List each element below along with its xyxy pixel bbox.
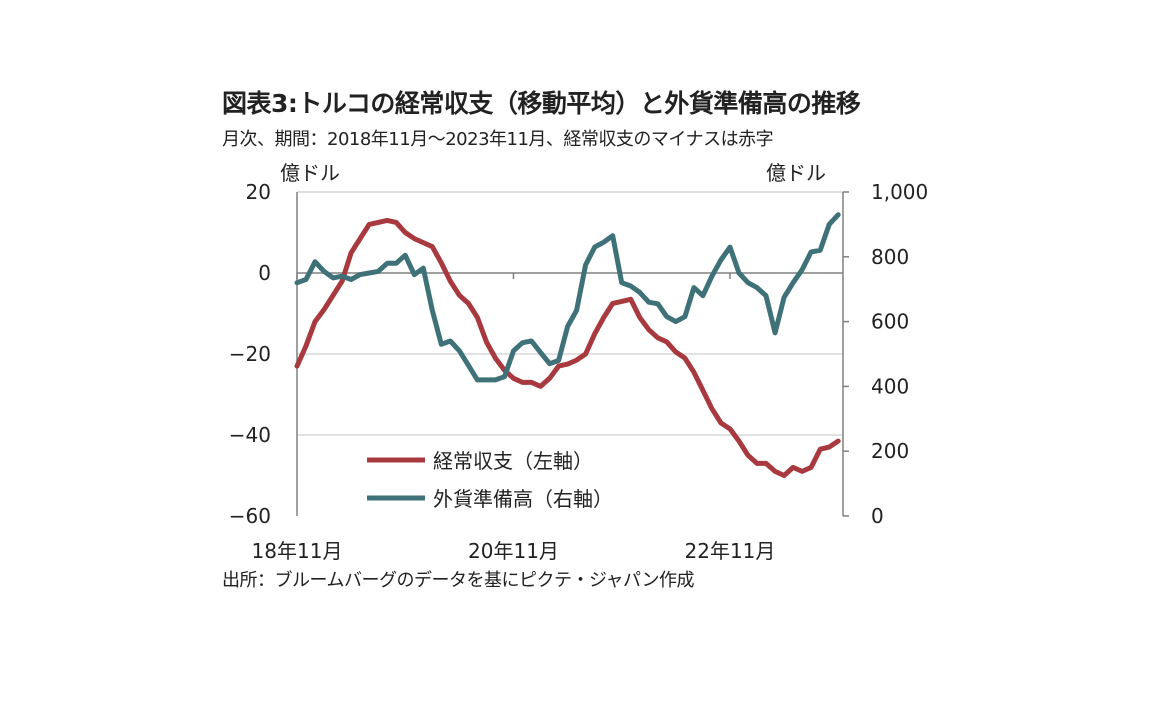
y-right-tick-label: 0 — [871, 504, 884, 528]
left-axis-unit: 億ドル — [280, 161, 340, 185]
series-line-2 — [294, 212, 841, 383]
y-right-tick-label: 1,000 — [871, 180, 928, 204]
chart-subtitle: 月次、期間：2018年11月～2023年11月、経常収支のマイナスは赤字 — [222, 129, 774, 150]
y-left-tick-label: −20 — [229, 342, 271, 366]
y-right-tick-label: 800 — [871, 245, 909, 269]
y-left-tick-label: −40 — [229, 423, 271, 447]
y-right-tick-label: 200 — [871, 439, 909, 463]
y-left-tick-label: −60 — [229, 504, 271, 528]
y-right-tick-label: 400 — [871, 374, 909, 398]
legend-label-2: 外貨準備高（右軸） — [433, 487, 613, 511]
right-axis-unit: 億ドル — [766, 161, 826, 185]
source-note: 出所：ブルームバーグのデータを基にピクテ・ジャパン作成 — [222, 570, 694, 591]
x-tick-label: 18年11月 — [252, 539, 343, 563]
series-line-1 — [294, 217, 841, 478]
y-left-tick-label: 20 — [246, 180, 271, 204]
y-left-tick-label: 0 — [258, 261, 271, 285]
x-tick-label: 22年11月 — [685, 539, 776, 563]
chart-title: 図表3:トルコの経常収支（移動平均）と外貨準備高の推移 — [222, 89, 861, 118]
legend-label-1: 経常収支（左軸） — [433, 449, 593, 473]
x-tick-label: 20年11月 — [468, 539, 559, 563]
y-right-tick-label: 600 — [871, 310, 909, 334]
